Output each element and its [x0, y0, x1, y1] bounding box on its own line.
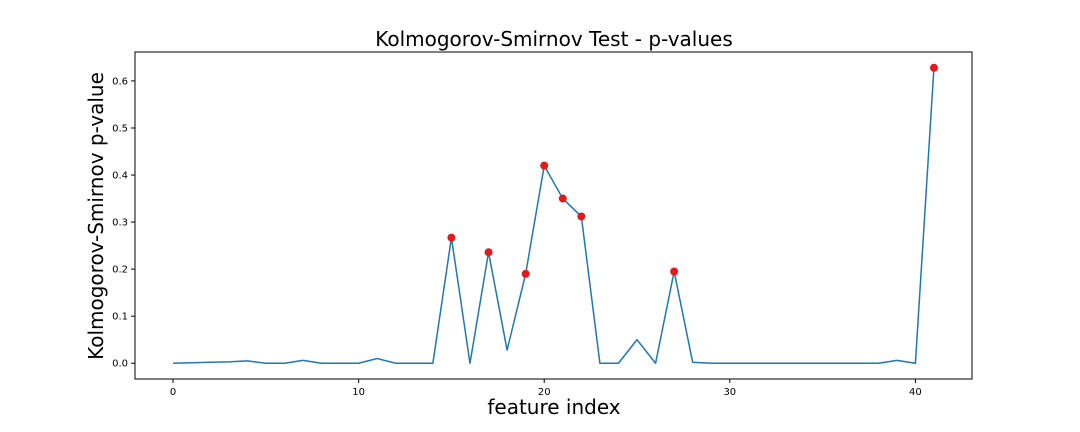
y-tick-label: 0.5 — [112, 123, 128, 134]
chart-title: Kolmogorov-Smirnov Test - p-values — [375, 27, 733, 51]
x-tick-label: 20 — [538, 387, 551, 398]
x-tick-label: 10 — [352, 387, 365, 398]
y-tick-label: 0.1 — [112, 312, 128, 323]
y-axis-label: Kolmogorov-Smirnov p-value — [84, 72, 108, 360]
y-tick-label: 0.4 — [112, 171, 128, 182]
x-tick-label: 30 — [723, 387, 736, 398]
y-tick-label: 0.6 — [112, 76, 128, 87]
x-tick-label: 40 — [909, 387, 922, 398]
highlight-point — [670, 267, 679, 276]
plot-area — [173, 63, 938, 364]
axes-frame — [134, 51, 973, 380]
highlight-point — [447, 233, 456, 242]
x-axis-ticks: 0 10 20 30 40 — [170, 379, 922, 398]
highlight-point — [540, 161, 549, 170]
highlight-point — [521, 269, 530, 278]
x-tick-label: 0 — [170, 387, 176, 398]
x-axis-label: feature index — [487, 395, 620, 419]
y-tick-label: 0.3 — [112, 218, 128, 229]
y-axis-ticks: 0.0 0.1 0.2 0.3 0.4 0.5 0.6 — [112, 76, 135, 370]
highlight-point — [577, 212, 586, 221]
highlight-point — [558, 194, 567, 203]
y-tick-label: 0.0 — [112, 359, 128, 370]
series-line — [173, 67, 935, 364]
y-tick-label: 0.2 — [112, 265, 128, 276]
highlight-point — [484, 248, 493, 257]
highlight-point — [929, 63, 938, 72]
